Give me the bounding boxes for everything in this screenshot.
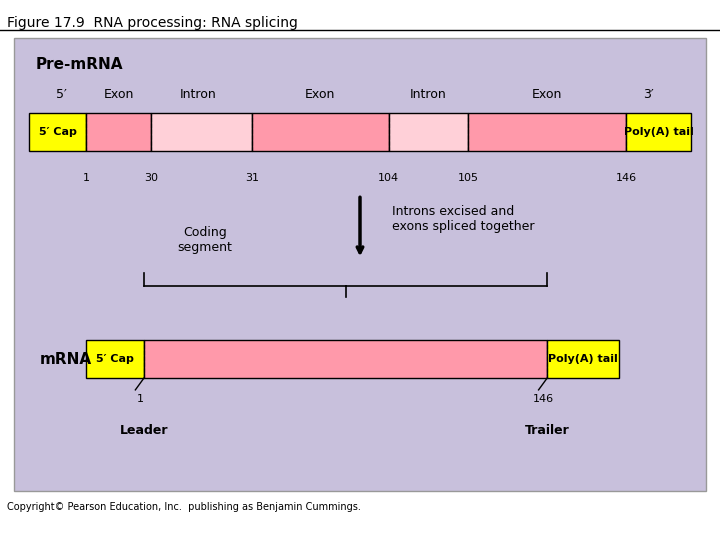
FancyBboxPatch shape [29, 113, 86, 151]
Text: 146: 146 [616, 173, 637, 183]
Text: 31: 31 [245, 173, 259, 183]
FancyBboxPatch shape [468, 113, 626, 151]
Text: Pre-mRNA: Pre-mRNA [36, 57, 124, 72]
Text: 105: 105 [457, 173, 479, 183]
Text: Copyright© Pearson Education, Inc.  publishing as Benjamin Cummings.: Copyright© Pearson Education, Inc. publi… [7, 502, 361, 512]
FancyBboxPatch shape [626, 113, 691, 151]
Text: 30: 30 [144, 173, 158, 183]
FancyBboxPatch shape [389, 113, 468, 151]
Text: Exon: Exon [305, 88, 336, 101]
Text: 104: 104 [378, 173, 400, 183]
Text: Intron: Intron [179, 88, 217, 101]
FancyBboxPatch shape [86, 340, 144, 378]
FancyBboxPatch shape [252, 113, 389, 151]
Text: 5′: 5′ [55, 88, 67, 101]
Text: Coding
segment: Coding segment [178, 226, 233, 254]
Text: Poly(A) tail: Poly(A) tail [549, 354, 618, 364]
Text: 146: 146 [533, 394, 554, 404]
Text: 5′ Cap: 5′ Cap [39, 127, 76, 137]
Text: 1: 1 [83, 173, 90, 183]
Text: Exon: Exon [532, 88, 562, 101]
Text: 3′: 3′ [643, 88, 653, 101]
Text: Figure 17.9  RNA processing: RNA splicing: Figure 17.9 RNA processing: RNA splicing [7, 16, 298, 30]
Text: Exon: Exon [104, 88, 134, 101]
FancyBboxPatch shape [151, 113, 252, 151]
Text: Leader: Leader [120, 424, 168, 437]
FancyBboxPatch shape [144, 340, 547, 378]
Text: Intron: Intron [410, 88, 447, 101]
FancyBboxPatch shape [547, 340, 619, 378]
FancyBboxPatch shape [86, 113, 151, 151]
Text: 1: 1 [137, 394, 144, 404]
Text: mRNA: mRNA [40, 352, 91, 367]
Text: Introns excised and
exons spliced together: Introns excised and exons spliced togeth… [392, 205, 535, 233]
Text: Trailer: Trailer [525, 424, 570, 437]
Text: 5′ Cap: 5′ Cap [96, 354, 134, 364]
Text: Poly(A) tail: Poly(A) tail [624, 127, 693, 137]
FancyBboxPatch shape [14, 38, 706, 491]
